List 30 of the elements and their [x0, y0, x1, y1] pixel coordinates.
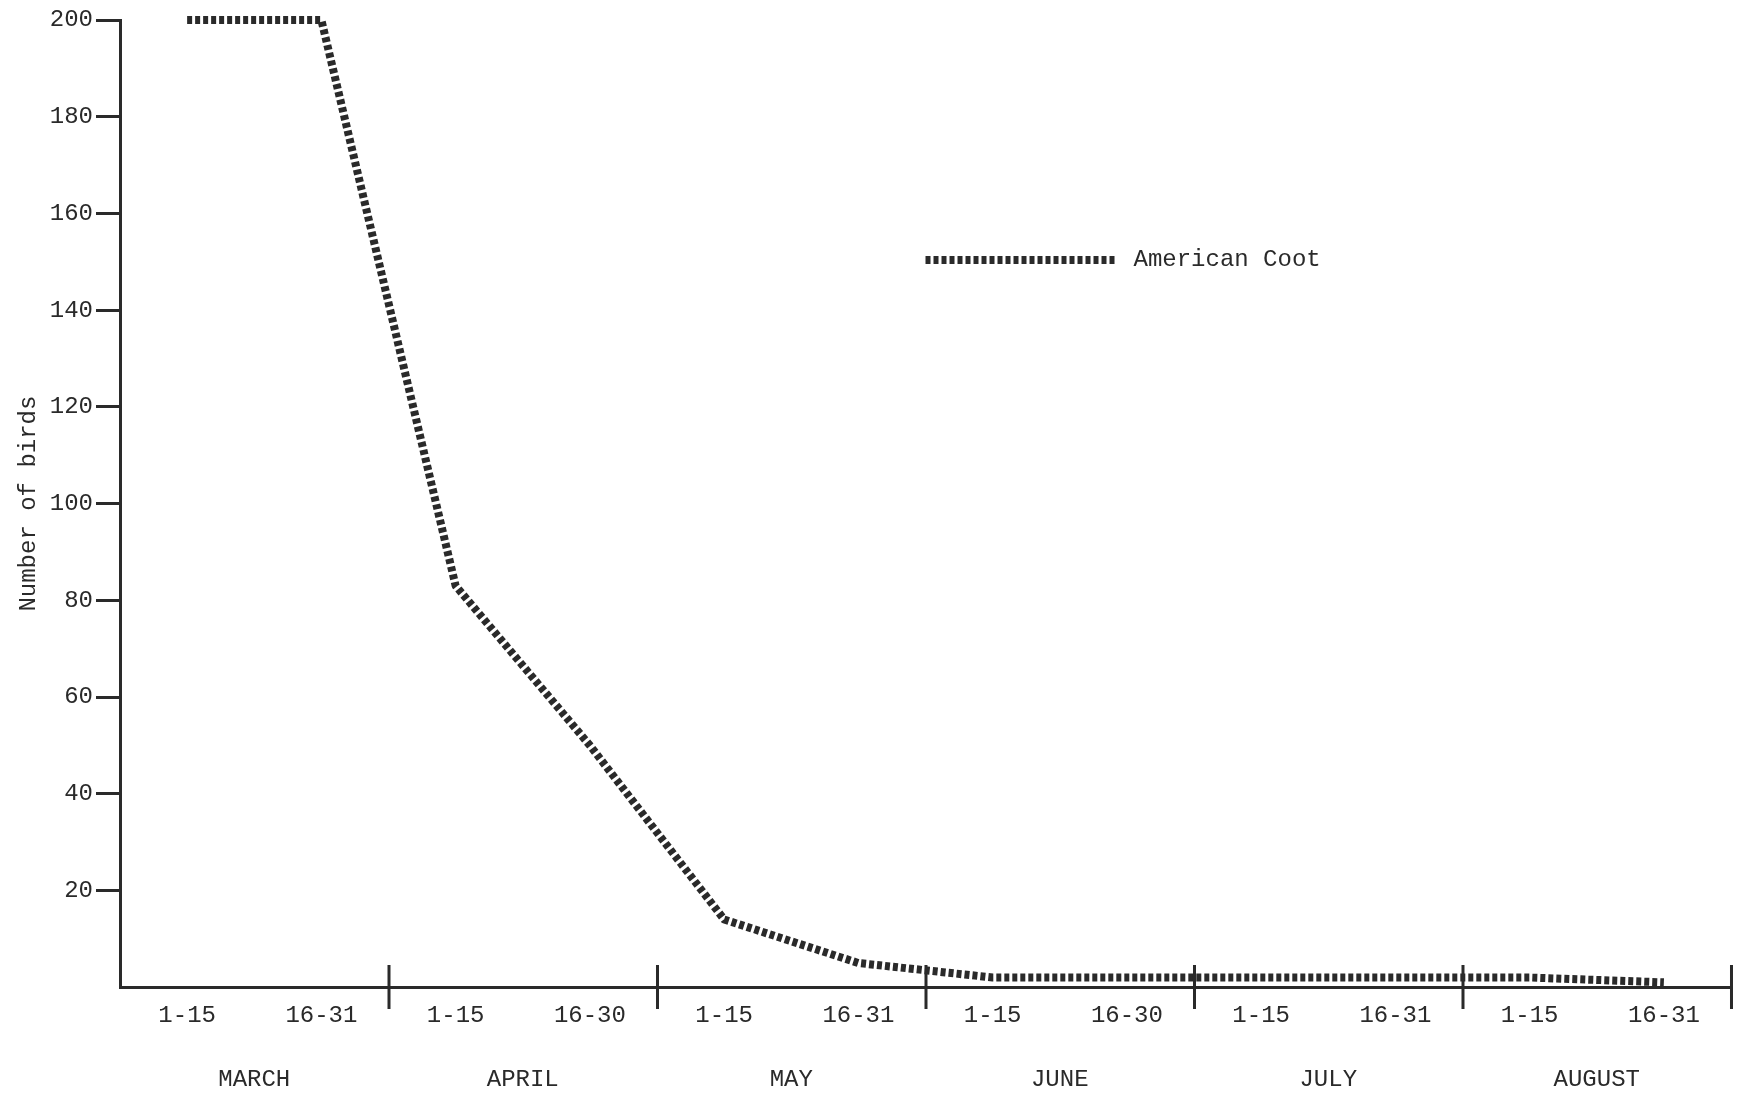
y-tick-label: 40: [64, 780, 94, 808]
y-tick-label: 180: [49, 103, 94, 131]
y-tick-label: 140: [49, 296, 94, 324]
x-tick-label: 1-15: [426, 1001, 485, 1029]
text: American Coot: [1133, 246, 1321, 274]
x-tick-label: 1-15: [1500, 1001, 1559, 1029]
x-tick-label: 16-30: [553, 1001, 626, 1029]
x-tick-label: 16-31: [1627, 1001, 1700, 1029]
text: APRIL: [486, 1065, 559, 1093]
x-tick-label: 16-31: [285, 1001, 358, 1029]
y-tick-label: 160: [49, 199, 94, 227]
y-tick-label: 100: [49, 489, 94, 517]
x-tick-label: 1-15: [695, 1001, 753, 1029]
y-tick-label: 80: [64, 586, 94, 614]
x-tick-label: 16-30: [1090, 1001, 1163, 1029]
x-tick-label: 16-31: [822, 1001, 895, 1029]
text: AUGUST: [1553, 1065, 1640, 1093]
x-tick-label: 16-31: [1359, 1001, 1432, 1029]
text: JUNE: [1030, 1065, 1089, 1093]
y-tick-label: 20: [64, 876, 94, 904]
x-tick-label: 1-15: [963, 1001, 1022, 1029]
y-axis-title: Number of birds: [14, 395, 42, 612]
text: MARCH: [218, 1065, 291, 1093]
x-tick-label: 1-15: [158, 1001, 216, 1029]
x-tick-label: 1-15: [1232, 1001, 1290, 1029]
y-tick-label: 60: [64, 683, 94, 711]
y-tick-label: 200: [49, 6, 94, 34]
text: MAY: [769, 1065, 813, 1093]
text: JULY: [1299, 1065, 1358, 1093]
y-tick-label: 120: [49, 393, 94, 421]
